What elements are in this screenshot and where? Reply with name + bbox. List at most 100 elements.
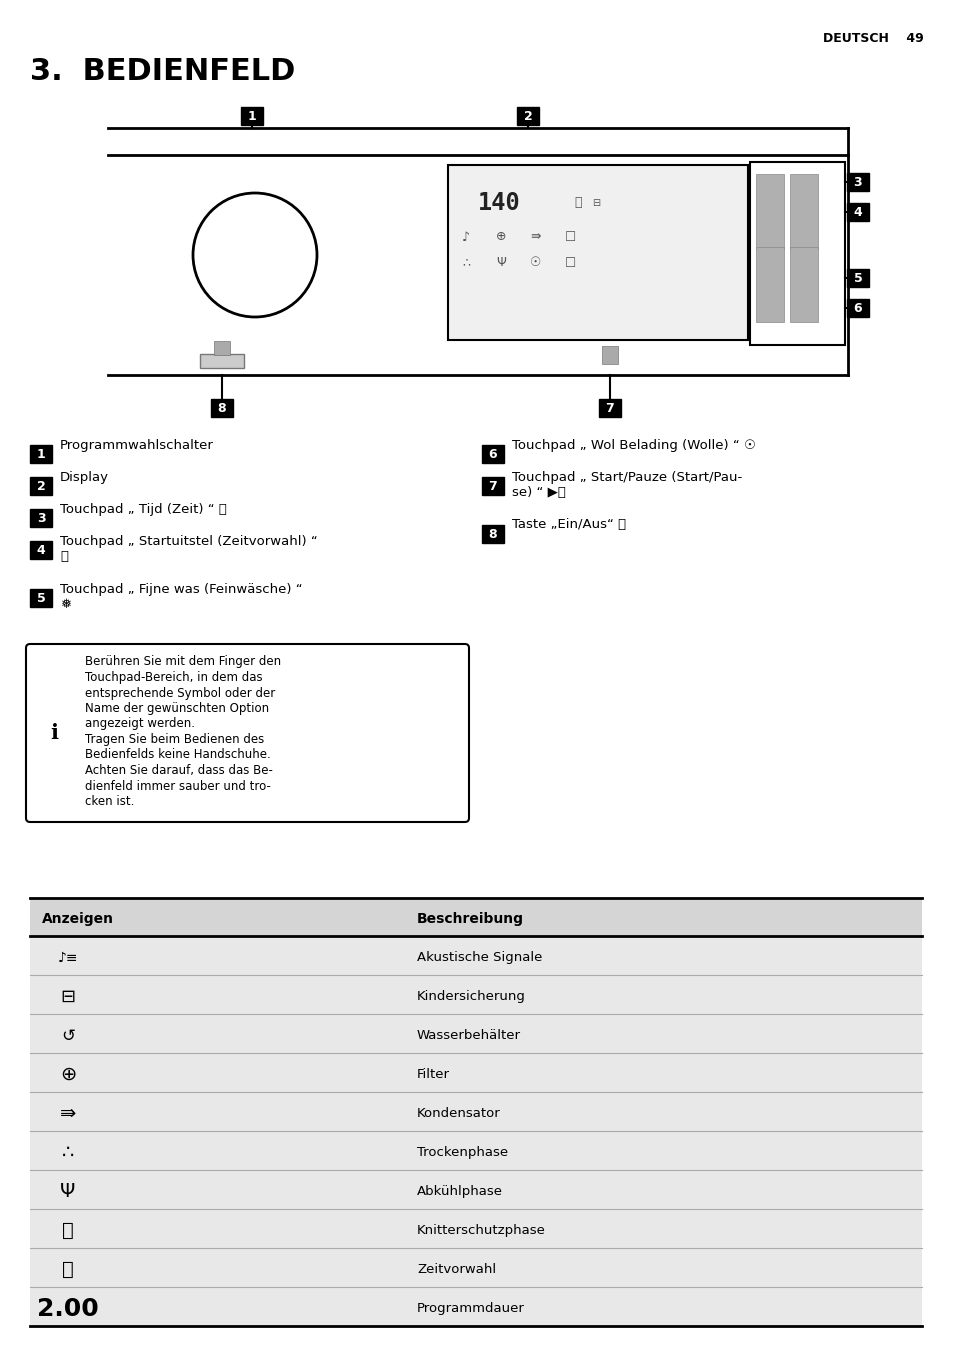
FancyBboxPatch shape (846, 173, 868, 191)
Text: 3: 3 (853, 176, 862, 188)
Text: Kondensator: Kondensator (416, 1107, 500, 1119)
Text: 7: 7 (488, 480, 497, 492)
FancyBboxPatch shape (30, 1248, 921, 1287)
Text: 5: 5 (853, 272, 862, 284)
Text: BEDIENFELD: BEDIENFELD (71, 58, 295, 87)
FancyBboxPatch shape (846, 299, 868, 316)
Text: ♪≡: ♪≡ (58, 950, 78, 964)
Text: ⊟: ⊟ (591, 197, 599, 208)
Text: ⊕: ⊕ (60, 1065, 76, 1084)
FancyBboxPatch shape (30, 936, 921, 975)
Text: Achten Sie darauf, dass das Be-: Achten Sie darauf, dass das Be- (85, 764, 273, 777)
Text: Ⓐ: Ⓐ (62, 1260, 73, 1279)
Text: Name der gewünschten Option: Name der gewünschten Option (85, 702, 269, 715)
FancyBboxPatch shape (30, 898, 921, 1326)
FancyBboxPatch shape (481, 477, 503, 495)
Text: Bedienfelds keine Handschuhe.: Bedienfelds keine Handschuhe. (85, 749, 271, 761)
Text: Touchpad „ Tijd (Zeit) “ ⌛: Touchpad „ Tijd (Zeit) “ ⌛ (60, 503, 227, 515)
Text: 3.: 3. (30, 58, 63, 87)
Text: 6: 6 (488, 448, 497, 461)
Text: entsprechende Symbol oder der: entsprechende Symbol oder der (85, 687, 275, 699)
Text: 2.00: 2.00 (37, 1297, 99, 1321)
Text: ⏰: ⏰ (60, 550, 68, 564)
Text: Anzeigen: Anzeigen (42, 913, 113, 926)
FancyBboxPatch shape (30, 1287, 921, 1326)
Text: ☐: ☐ (565, 257, 576, 269)
Text: Ψ: Ψ (60, 1182, 75, 1201)
Text: Filter: Filter (416, 1068, 450, 1082)
Text: ⊟: ⊟ (60, 987, 75, 1006)
Text: Abkühlphase: Abkühlphase (416, 1184, 502, 1198)
FancyBboxPatch shape (846, 203, 868, 220)
Text: 1: 1 (36, 448, 46, 461)
Text: 4: 4 (853, 206, 862, 219)
FancyBboxPatch shape (241, 107, 263, 124)
Text: ∴: ∴ (461, 257, 470, 269)
Text: ☉: ☉ (530, 257, 541, 269)
Text: Knitterschutzphase: Knitterschutzphase (416, 1224, 545, 1237)
Text: ⊕: ⊕ (496, 230, 506, 243)
Text: ☐: ☐ (565, 230, 576, 243)
Text: 2: 2 (523, 110, 532, 123)
Text: Taste „Ein/Aus“ ⏻: Taste „Ein/Aus“ ⏻ (512, 519, 625, 531)
FancyBboxPatch shape (517, 107, 538, 124)
Text: Berühren Sie mit dem Finger den: Berühren Sie mit dem Finger den (85, 656, 281, 668)
FancyBboxPatch shape (755, 174, 783, 249)
Text: ♪: ♪ (461, 230, 470, 243)
FancyBboxPatch shape (846, 269, 868, 287)
Text: Zeitvorwahl: Zeitvorwahl (416, 1263, 496, 1276)
FancyBboxPatch shape (30, 1092, 921, 1132)
Text: Touchpad „ Startuitstel (Zeitvorwahl) “: Touchpad „ Startuitstel (Zeitvorwahl) “ (60, 534, 317, 548)
FancyBboxPatch shape (448, 165, 747, 339)
Text: 8: 8 (217, 402, 226, 415)
FancyBboxPatch shape (30, 1053, 921, 1092)
Text: 6: 6 (853, 301, 862, 315)
Text: 4: 4 (36, 544, 46, 557)
Text: Touchpad „ Fijne was (Feinwäsche) “: Touchpad „ Fijne was (Feinwäsche) “ (60, 583, 302, 595)
Text: Display: Display (60, 470, 109, 484)
FancyBboxPatch shape (30, 1014, 921, 1053)
FancyBboxPatch shape (30, 1209, 921, 1248)
Text: Beschreibung: Beschreibung (416, 913, 523, 926)
Text: Ψ: Ψ (496, 257, 505, 269)
FancyBboxPatch shape (30, 1132, 921, 1169)
FancyBboxPatch shape (30, 1169, 921, 1209)
FancyBboxPatch shape (598, 399, 620, 416)
FancyBboxPatch shape (789, 174, 817, 249)
Text: 2: 2 (36, 480, 46, 492)
FancyBboxPatch shape (30, 975, 921, 1014)
FancyBboxPatch shape (30, 898, 921, 936)
Text: ❅: ❅ (60, 599, 71, 611)
Text: 1: 1 (248, 110, 256, 123)
FancyBboxPatch shape (481, 525, 503, 544)
Text: angezeigt werden.: angezeigt werden. (85, 718, 194, 730)
FancyBboxPatch shape (200, 354, 244, 368)
Text: 8: 8 (488, 527, 497, 541)
FancyBboxPatch shape (755, 247, 783, 322)
Text: 140: 140 (477, 191, 520, 215)
FancyBboxPatch shape (481, 445, 503, 462)
Text: Kindersicherung: Kindersicherung (416, 990, 525, 1003)
FancyBboxPatch shape (30, 541, 52, 558)
Text: Akustische Signale: Akustische Signale (416, 950, 542, 964)
Text: 3: 3 (36, 511, 45, 525)
FancyBboxPatch shape (213, 341, 230, 356)
Text: 5: 5 (36, 592, 46, 604)
FancyBboxPatch shape (30, 445, 52, 462)
Text: Touchpad „ Wol Belading (Wolle) “ ☉: Touchpad „ Wol Belading (Wolle) “ ☉ (512, 438, 755, 452)
Text: ⇛: ⇛ (60, 1105, 76, 1124)
Text: ∴: ∴ (62, 1142, 74, 1161)
Text: DEUTSCH    49: DEUTSCH 49 (822, 31, 923, 45)
Text: Wasserbehälter: Wasserbehälter (416, 1029, 520, 1042)
Text: ↺: ↺ (61, 1026, 75, 1045)
Text: 7: 7 (605, 402, 614, 415)
FancyBboxPatch shape (30, 589, 52, 607)
Text: Programmwahlschalter: Programmwahlschalter (60, 438, 213, 452)
Text: Trockenphase: Trockenphase (416, 1146, 508, 1159)
Text: Touchpad „ Start/Pauze (Start/Pau-: Touchpad „ Start/Pauze (Start/Pau- (512, 470, 741, 484)
Text: Touchpad-Bereich, in dem das: Touchpad-Bereich, in dem das (85, 671, 262, 684)
Text: Tragen Sie beim Bedienen des: Tragen Sie beim Bedienen des (85, 733, 264, 746)
FancyBboxPatch shape (30, 477, 52, 495)
Text: Ⓡ: Ⓡ (62, 1221, 73, 1240)
Text: Programmdauer: Programmdauer (416, 1302, 524, 1315)
